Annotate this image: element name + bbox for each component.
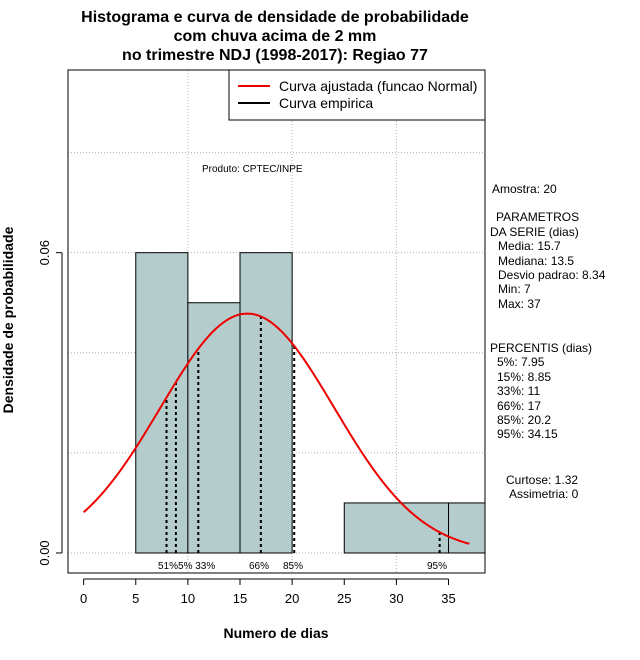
stat-desvio: Desvio padrao: 8.34 [498,268,606,282]
y-axis-label: Densidade de probabilidade [0,226,16,413]
histogram-bar-0 [135,252,189,554]
x-tick-label-30: 30 [389,591,403,606]
y-tick-label-1: 0.06 [37,240,52,265]
params-title-1: PARAMETROS [496,210,579,224]
curve-layer [82,312,470,545]
stat-p66: 66%: 17 [497,399,541,413]
x-tick-label-35: 35 [441,591,455,606]
x-tick-label-25: 25 [337,591,351,606]
legend-box [228,69,486,121]
x-tick-label-0: 0 [80,591,87,606]
histogram-bar-5 [448,502,486,554]
x-tick-label-5: 5 [132,591,139,606]
histogram-bar-2 [239,252,293,554]
percentile-layer [165,316,441,553]
stat-p33: 33%: 11 [497,384,540,398]
chart-title-line-1: Histograma e curva de densidade de proba… [81,9,469,26]
x-axis-label: Numero de dias [223,625,328,641]
bar-layer [135,252,486,554]
fitted-normal-curve [82,312,470,545]
stat-min: Min: 7 [498,282,531,296]
stat-assimetria: Assimetria: 0 [509,487,579,501]
axis-layer: 0 5 10 15 20 25 30 35 0.00 0.06 [37,240,456,606]
percentile-label-85: 85% [283,561,303,572]
legend-label-fitted: Curva ajustada (funcao Normal) [279,78,477,94]
params-title-2: DA SERIE (dias) [490,225,579,239]
legend: Curva ajustada (funcao Normal) Curva emp… [228,69,486,121]
stat-curtose: Curtose: 1.32 [506,473,578,487]
percentis-title: PERCENTIS (dias) [490,341,592,355]
x-tick-label-20: 20 [285,591,299,606]
chart-title-line-2: com chuva acima de 2 mm [174,28,377,45]
sample-size: Amostra: 20 [492,182,557,196]
stats-panel: Amostra: 20 PARAMETROS DA SERIE (dias) M… [490,182,606,501]
stat-p95: 95%: 34.15 [497,427,558,441]
x-tick-label-15: 15 [233,591,247,606]
stat-mediana: Mediana: 13.5 [498,254,574,268]
percentile-label-66: 66% [249,561,269,572]
percentile-label-95: 95% [427,561,447,572]
percentile-label-5-15-33: 51%5% 33% [158,561,215,572]
y-tick-label-0: 0.00 [37,540,52,565]
stat-max: Max: 37 [498,297,541,311]
stat-p5: 5%: 7.95 [497,355,545,369]
stat-p15: 15%: 8.85 [497,370,551,384]
histogram-bar-1 [187,302,241,554]
stat-p85: 85%: 20.2 [497,413,551,427]
stat-media: Media: 15.7 [498,239,561,253]
legend-label-empirical: Curva empirica [279,95,373,111]
x-tick-label-10: 10 [181,591,195,606]
product-annotation: Produto: CPTEC/INPE [202,164,303,175]
chart-title-line-3: no trimestre NDJ (1998-2017): Regiao 77 [122,47,428,64]
